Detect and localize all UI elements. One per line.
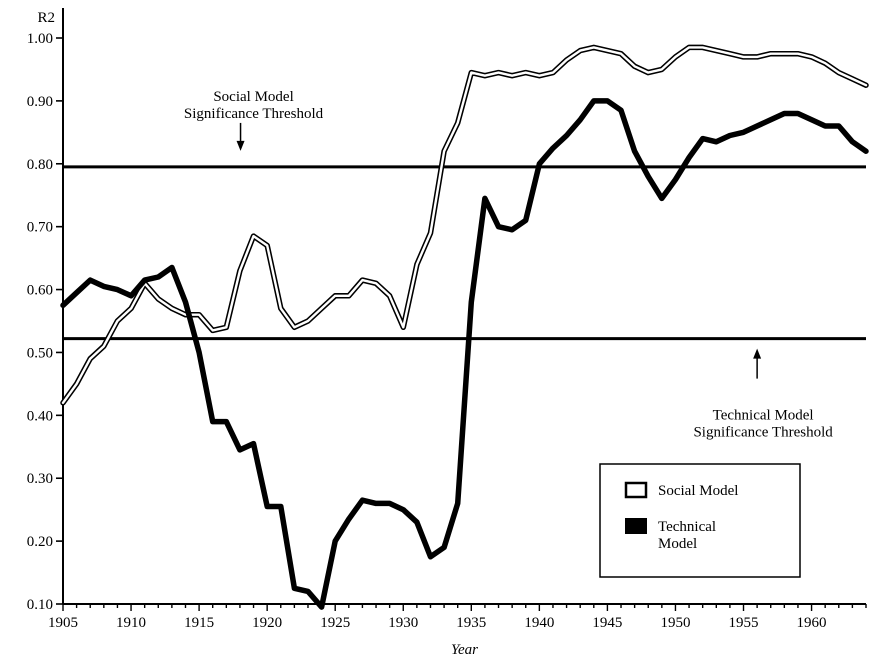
y-tick-label: 0.70 (27, 220, 53, 236)
social-model-line (61, 46, 868, 404)
y-tick-label: 0.40 (27, 408, 53, 424)
y-tick-label: 0.10 (27, 597, 53, 613)
social-threshold-label-line: Significance Threshold (184, 106, 324, 122)
y-axis-title: R2 (37, 10, 55, 26)
technical-model-line (60, 98, 869, 610)
x-axis-title: Year (451, 642, 478, 658)
x-tick-label: 1940 (524, 615, 554, 631)
y-tick-label: 0.90 (27, 94, 53, 110)
x-tick-label: 1930 (388, 615, 418, 631)
x-tick-label: 1950 (660, 615, 690, 631)
technical-model-legend-swatch (625, 518, 647, 534)
y-tick-label: 0.80 (27, 157, 53, 173)
x-tick-label: 1915 (184, 615, 214, 631)
y-tick-label: 0.20 (27, 534, 53, 550)
x-tick-label: 1905 (48, 615, 78, 631)
social-threshold-arrow-head (236, 140, 245, 151)
x-tick-label: 1945 (592, 615, 622, 631)
y-tick-label: 1.00 (27, 31, 53, 47)
social-model-legend-label: Social Model (658, 483, 738, 499)
x-tick-label: 1960 (797, 615, 827, 631)
x-tick-label: 1925 (320, 615, 350, 631)
y-tick-label: 0.60 (27, 283, 53, 299)
x-tick-label: 1935 (456, 615, 486, 631)
technical-threshold-label-line: Significance Threshold (693, 425, 833, 441)
social-model-legend-swatch (624, 481, 648, 499)
technical-model-legend-label: Technical Model (658, 519, 716, 552)
x-tick-label: 1920 (252, 615, 282, 631)
technical-threshold-label-line: Technical Model (713, 408, 814, 424)
y-tick-label: 0.50 (27, 345, 53, 361)
technical-threshold-arrow-head (753, 348, 762, 359)
x-tick-label: 1910 (116, 615, 146, 631)
x-tick-label: 1955 (729, 615, 759, 631)
y-tick-label: 0.30 (27, 471, 53, 487)
social-threshold-label-line: Social Model (213, 89, 293, 105)
